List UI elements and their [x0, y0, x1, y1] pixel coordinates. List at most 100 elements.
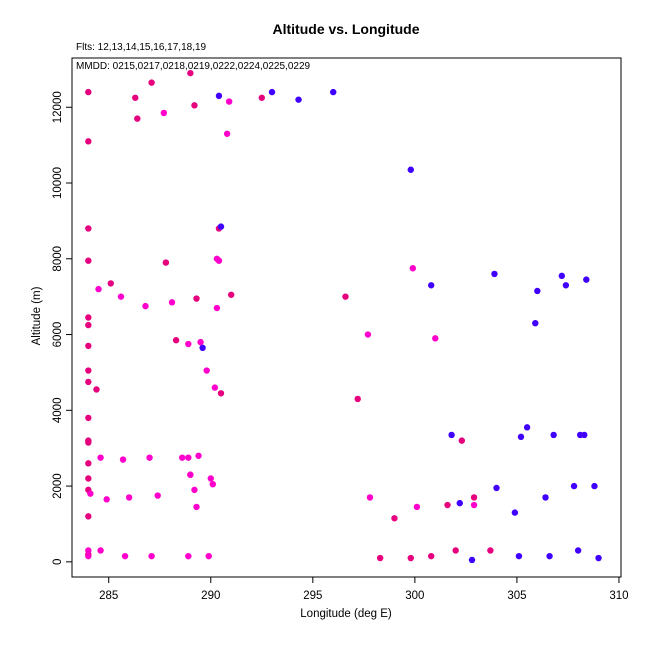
data-point — [85, 314, 92, 321]
data-point — [187, 471, 194, 478]
data-point — [456, 499, 463, 507]
data-point — [217, 223, 225, 230]
data-point — [534, 287, 541, 295]
x-axis: 285 290 295 300 305 310 — [99, 577, 629, 602]
data-point — [179, 454, 186, 461]
data-point — [160, 109, 168, 117]
data-point — [493, 484, 500, 492]
data-point — [227, 291, 235, 298]
data-point — [205, 552, 212, 560]
data-point — [134, 115, 141, 122]
data-point — [366, 494, 374, 501]
data-point — [468, 556, 476, 564]
data-point — [452, 547, 459, 554]
data-point — [197, 338, 204, 346]
data-point — [511, 509, 519, 516]
x-tick-label: 305 — [507, 590, 526, 602]
data-point — [85, 475, 92, 482]
data-point — [458, 437, 466, 444]
x-axis-label: Longitude (deg E) — [300, 608, 392, 620]
data-point — [191, 486, 198, 494]
data-point — [562, 282, 570, 289]
data-point — [97, 454, 104, 461]
data-point — [85, 439, 92, 446]
x-tick-label: 300 — [405, 590, 424, 602]
data-point — [376, 554, 384, 562]
data-point — [542, 494, 549, 501]
data-point — [487, 547, 494, 554]
data-point — [583, 276, 590, 283]
data-point — [407, 166, 414, 173]
data-point — [427, 552, 435, 560]
data-point — [532, 319, 539, 327]
data-point — [574, 547, 582, 554]
data-point — [85, 552, 92, 560]
data-point — [209, 480, 217, 488]
data-point — [258, 94, 266, 101]
flights-subtitle: Flts: 12,13,14,15,16,17,18,19 — [76, 42, 207, 53]
data-point — [558, 272, 566, 280]
data-point — [148, 79, 155, 86]
data-point — [193, 295, 200, 302]
data-point — [85, 342, 92, 350]
data-point — [523, 424, 531, 431]
data-point — [85, 367, 92, 374]
data-point — [391, 515, 398, 522]
data-point — [132, 94, 139, 101]
data-point — [95, 285, 102, 293]
data-point — [595, 554, 602, 562]
data-point — [295, 96, 302, 103]
x-tick-label: 295 — [303, 590, 322, 602]
data-point — [148, 552, 155, 560]
data-point — [211, 384, 219, 391]
data-point — [223, 130, 231, 137]
y-tick-label: 4000 — [52, 398, 64, 424]
data-point — [85, 378, 92, 386]
data-point — [125, 494, 133, 501]
data-point — [570, 482, 578, 490]
data-point — [85, 460, 92, 467]
data-point — [85, 321, 92, 329]
data-point — [85, 547, 92, 554]
data-point — [117, 293, 125, 300]
data-point — [409, 265, 417, 272]
data-point — [268, 88, 276, 96]
data-point — [193, 503, 200, 511]
data-point — [146, 454, 153, 461]
plot-frame — [71, 57, 622, 578]
data-point — [185, 340, 192, 348]
data-point — [97, 547, 104, 554]
data-point — [93, 386, 100, 393]
data-point — [119, 456, 127, 463]
dates-subtitle: MMDD: 0215,0217,0218,0219,0222,0224,0225… — [76, 61, 311, 72]
y-axis: 0 2000 4000 6000 8000 10000 12000 — [52, 91, 72, 565]
y-tick-label: 2000 — [52, 473, 64, 499]
data-point — [87, 490, 94, 497]
data-point — [470, 494, 478, 501]
data-point — [550, 431, 557, 439]
data-point — [107, 280, 114, 287]
y-tick-label: 6000 — [52, 322, 64, 348]
data-point — [199, 344, 206, 352]
data-point — [354, 395, 361, 403]
data-point — [121, 552, 129, 560]
data-point — [432, 335, 439, 342]
data-point — [225, 98, 233, 105]
data-point — [591, 482, 598, 490]
data-point — [195, 452, 202, 459]
y-tick-label: 8000 — [52, 246, 64, 272]
data-point — [491, 270, 498, 278]
data-point — [185, 552, 192, 560]
data-point — [407, 554, 414, 562]
data-point — [342, 293, 349, 300]
chart-title: Altitude vs. Longitude — [273, 21, 420, 37]
y-axis-label: Altitude (m) — [31, 286, 43, 345]
data-point — [364, 331, 372, 338]
data-point — [85, 88, 92, 96]
data-point — [85, 257, 92, 264]
y-tick-label: 12000 — [52, 91, 64, 123]
data-point — [85, 513, 92, 520]
data-point — [191, 102, 198, 109]
data-points — [85, 69, 602, 564]
